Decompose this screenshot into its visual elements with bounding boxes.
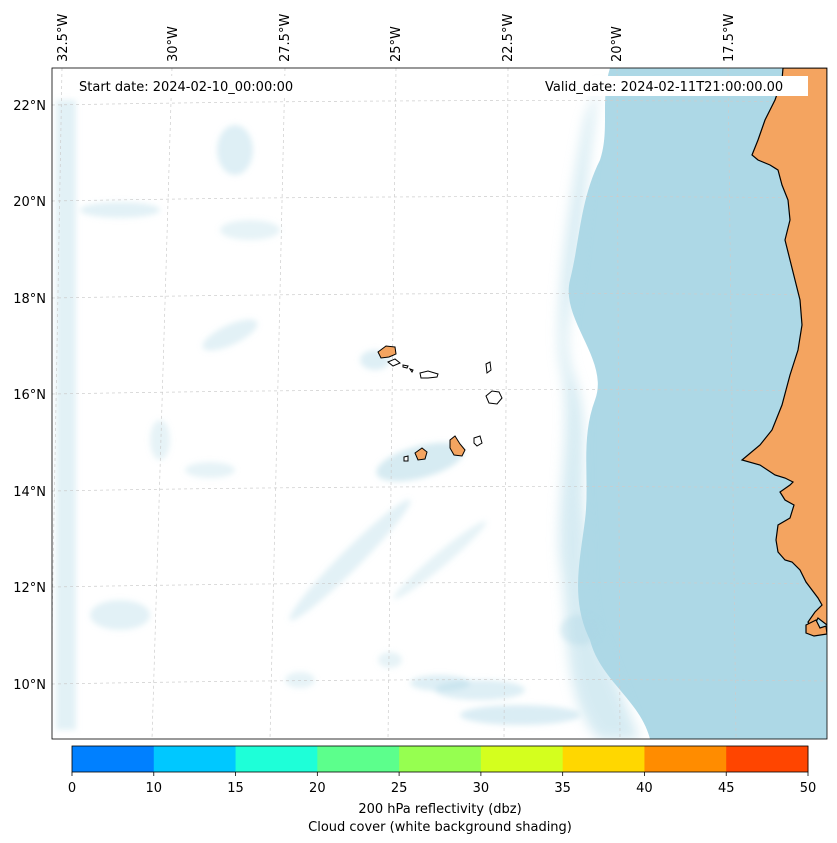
colorbar-label-line1: 200 hPa reflectivity (dbz) bbox=[358, 802, 521, 817]
lon-label: 22.5°W bbox=[501, 14, 516, 62]
colorbar-tick-label: 25 bbox=[391, 781, 408, 796]
map-panel: Start date: 2024-02-10_00:00:00 Valid_da… bbox=[52, 68, 827, 739]
longitude-labels: 32.5°W 30°W 27.5°W 25°W 22.5°W 20°W 17.5… bbox=[56, 14, 737, 62]
cape-verde-islands bbox=[377, 345, 503, 462]
lat-label: 20°N bbox=[13, 195, 46, 210]
colorbar-swatch bbox=[317, 746, 400, 772]
gridlines bbox=[52, 68, 827, 739]
african-coastline bbox=[740, 68, 827, 637]
colorbar-tick-label: 35 bbox=[554, 781, 571, 796]
colorbar-tick-label: 15 bbox=[227, 781, 244, 796]
colorbar-tick-label: 30 bbox=[473, 781, 490, 796]
lat-label: 14°N bbox=[13, 485, 46, 500]
colorbar-tick-label: 40 bbox=[636, 781, 653, 796]
colorbar-tick-label: 0 bbox=[68, 781, 76, 796]
colorbar-tick-label: 45 bbox=[718, 781, 735, 796]
colorbar-swatch bbox=[235, 746, 318, 772]
lon-label: 27.5°W bbox=[278, 14, 293, 62]
lat-label: 22°N bbox=[13, 99, 46, 114]
colorbar-tick-label: 50 bbox=[800, 781, 817, 796]
lat-label: 16°N bbox=[13, 388, 46, 403]
start-date-label: Start date: 2024-02-10_00:00:00 bbox=[79, 80, 293, 95]
colorbar-tick-label: 10 bbox=[146, 781, 163, 796]
colorbar: 0 10 15 20 25 30 35 40 45 50 200 hPa reflectivity… bbox=[68, 745, 816, 835]
colorbar-swatch bbox=[480, 746, 564, 772]
colorbar-swatch bbox=[153, 746, 237, 772]
valid-date-box: Valid_date: 2024-02-11T21:00:00.00 bbox=[538, 76, 808, 96]
colorbar-swatch bbox=[399, 746, 482, 772]
lon-label: 32.5°W bbox=[56, 14, 71, 62]
colorbar-ticks: 0 10 15 20 25 30 35 40 45 50 bbox=[68, 772, 816, 796]
lat-label: 18°N bbox=[13, 292, 46, 307]
colorbar-swatches bbox=[72, 746, 809, 772]
colorbar-label-line2: Cloud cover (white background shading) bbox=[308, 820, 572, 835]
colorbar-swatch bbox=[72, 746, 155, 772]
colorbar-swatch bbox=[562, 746, 645, 772]
latitude-labels: 22°N 20°N 18°N 16°N 14°N 12°N 10°N bbox=[13, 99, 46, 693]
lat-label: 10°N bbox=[13, 678, 46, 693]
lon-label: 17.5°W bbox=[722, 14, 737, 62]
valid-date-label: Valid_date: 2024-02-11T21:00:00.00 bbox=[545, 80, 783, 95]
cloud-cover-shading bbox=[559, 68, 827, 739]
lon-label: 30°W bbox=[166, 26, 181, 62]
lon-label: 20°W bbox=[610, 26, 625, 62]
start-date-box: Start date: 2024-02-10_00:00:00 bbox=[71, 76, 311, 96]
colorbar-tick-label: 20 bbox=[309, 781, 326, 796]
lat-label: 12°N bbox=[13, 581, 46, 596]
colorbar-swatch bbox=[644, 746, 727, 772]
map-frame bbox=[51, 67, 828, 740]
colorbar-swatch bbox=[726, 746, 809, 772]
scattered-cloud-patches bbox=[56, 100, 600, 730]
lon-label: 25°W bbox=[389, 26, 404, 62]
